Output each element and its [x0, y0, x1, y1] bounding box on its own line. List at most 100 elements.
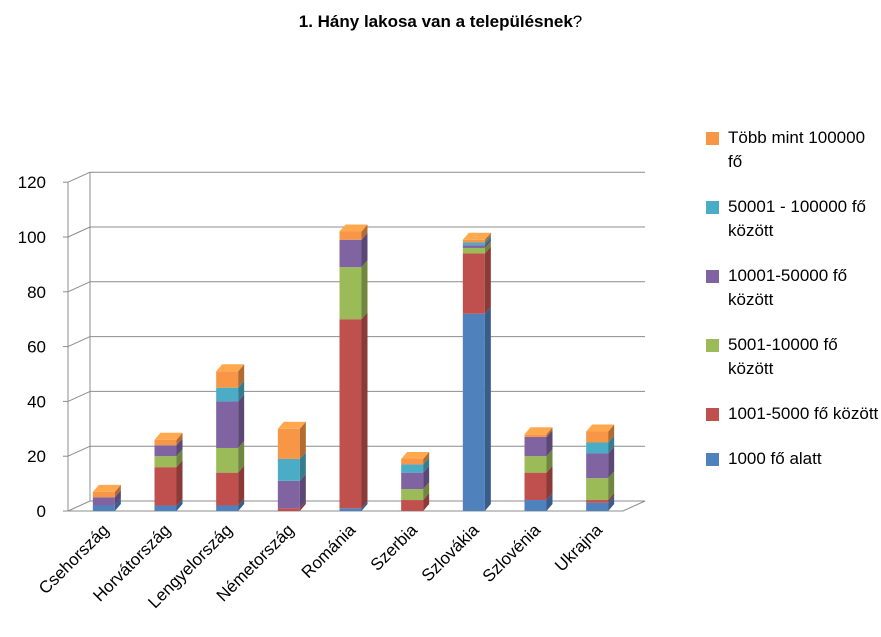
bar-top	[524, 427, 553, 435]
bar-segment-side	[546, 427, 553, 438]
bar-segment	[401, 489, 424, 501]
y-tick-label: 20	[27, 447, 46, 466]
bar-stack	[524, 427, 553, 511]
bar-segment-side	[361, 501, 368, 511]
bar-top	[339, 224, 368, 232]
bar-segment	[154, 456, 177, 468]
bar-segment-side	[114, 498, 121, 511]
bar-top	[92, 484, 121, 492]
bar-segment-side	[361, 312, 368, 509]
bar-segment	[586, 442, 609, 454]
bar-segment	[586, 500, 609, 503]
bar-segment	[92, 491, 115, 498]
bar-segment-side	[299, 451, 306, 481]
bar-segment-side	[299, 473, 306, 509]
y-tick-label: 80	[27, 283, 46, 302]
legend-item: 1001-5000 fő között	[706, 402, 881, 426]
bar-segment-side	[176, 438, 183, 457]
bar-segment	[524, 472, 547, 501]
bar-segment	[586, 431, 609, 443]
bar-stack	[92, 484, 121, 511]
bar-segment-side	[238, 498, 245, 511]
bar-segment	[462, 239, 485, 243]
bar-top	[216, 364, 245, 372]
bar-segment	[401, 458, 424, 465]
gridline-wall	[67, 445, 91, 457]
bar-stack	[462, 232, 491, 511]
bar-segment	[401, 500, 424, 511]
legend-label: 1000 fő alatt	[728, 449, 822, 468]
bar-segment-side	[238, 364, 245, 388]
bar-stack	[339, 224, 368, 511]
bar-segment-side	[608, 446, 615, 479]
bar-top	[586, 424, 615, 432]
legend-label: 10001-50000 fő között	[728, 266, 848, 309]
bar-segment-side	[423, 457, 430, 473]
bar-segment	[216, 401, 239, 448]
bar-segment-side	[423, 493, 430, 511]
chart-title: 1. Hány lakosa van a településnek?	[0, 12, 881, 32]
legend-item: 5001-10000 fő között	[706, 333, 881, 381]
bar-segment-side	[299, 501, 306, 511]
y-tick-labels: 0 20 40 60 80 100 120	[18, 173, 46, 521]
bar-segment-side	[238, 440, 245, 473]
bars	[92, 224, 615, 511]
bar-segment-side	[484, 240, 491, 254]
bar-segment-side	[423, 482, 430, 501]
x-tick-label: Ukrajna	[551, 520, 606, 575]
bar-segment	[154, 467, 177, 506]
bar-segment-side	[608, 493, 615, 503]
bar-segment-side	[238, 380, 245, 402]
legend-label: Több mint 100000 fő	[728, 128, 866, 171]
bar-segment	[216, 472, 239, 506]
bar-segment	[216, 505, 239, 511]
bar-segment-side	[546, 430, 553, 457]
y-tick-label: 100	[18, 228, 46, 247]
y-tick-label: 40	[27, 392, 46, 411]
bar-segment-side	[114, 484, 121, 498]
bar-segment	[586, 502, 609, 511]
bar-segment-side	[176, 498, 183, 511]
bar-segment-side	[176, 449, 183, 468]
bar-segment-side	[238, 465, 245, 506]
bar-segment	[154, 439, 177, 446]
bar-segment	[92, 505, 115, 511]
bar-segment-side	[608, 424, 615, 443]
bar-segment-side	[299, 421, 306, 459]
bar-stack	[216, 364, 245, 511]
bar-segment-side	[114, 490, 121, 506]
legend-item: 1000 fő alatt	[706, 447, 881, 471]
bar-top	[154, 432, 183, 440]
legend-item: 10001-50000 fő között	[706, 264, 881, 312]
bar-segment-side	[546, 465, 553, 501]
legend-item: Több mint 100000 fő	[706, 126, 881, 174]
bar-segment	[277, 480, 300, 509]
bar-segment	[462, 242, 485, 246]
bar-segment	[524, 500, 547, 511]
legend-swatch	[706, 453, 719, 466]
legend-swatch	[706, 132, 719, 145]
bar-segment	[277, 508, 300, 511]
gridline-wall	[67, 336, 91, 348]
bar-segment	[277, 458, 300, 481]
legend-swatch	[706, 201, 719, 214]
bar-segment	[339, 231, 362, 240]
bar-segment	[339, 267, 362, 320]
y-tick-label: 60	[27, 338, 46, 357]
bar-segment-side	[361, 232, 368, 268]
legend-label: 50001 - 100000 fő között	[728, 197, 867, 240]
bar-segment	[586, 453, 609, 479]
bar-segment	[216, 447, 239, 473]
legend-label: 1001-5000 fő között	[728, 404, 879, 423]
x-tick-labels: CsehországHorvátországLengyelországNémet…	[35, 520, 606, 612]
bar-segment-side	[608, 495, 615, 511]
legend-swatch	[706, 339, 719, 352]
x-tick-label: Románia	[298, 520, 360, 582]
gridline-wall	[67, 226, 91, 238]
bar-segment	[524, 437, 547, 457]
bar-segment	[339, 508, 362, 511]
legend-swatch	[706, 408, 719, 421]
bar-segment-side	[546, 449, 553, 473]
bar-segment-side	[176, 460, 183, 506]
